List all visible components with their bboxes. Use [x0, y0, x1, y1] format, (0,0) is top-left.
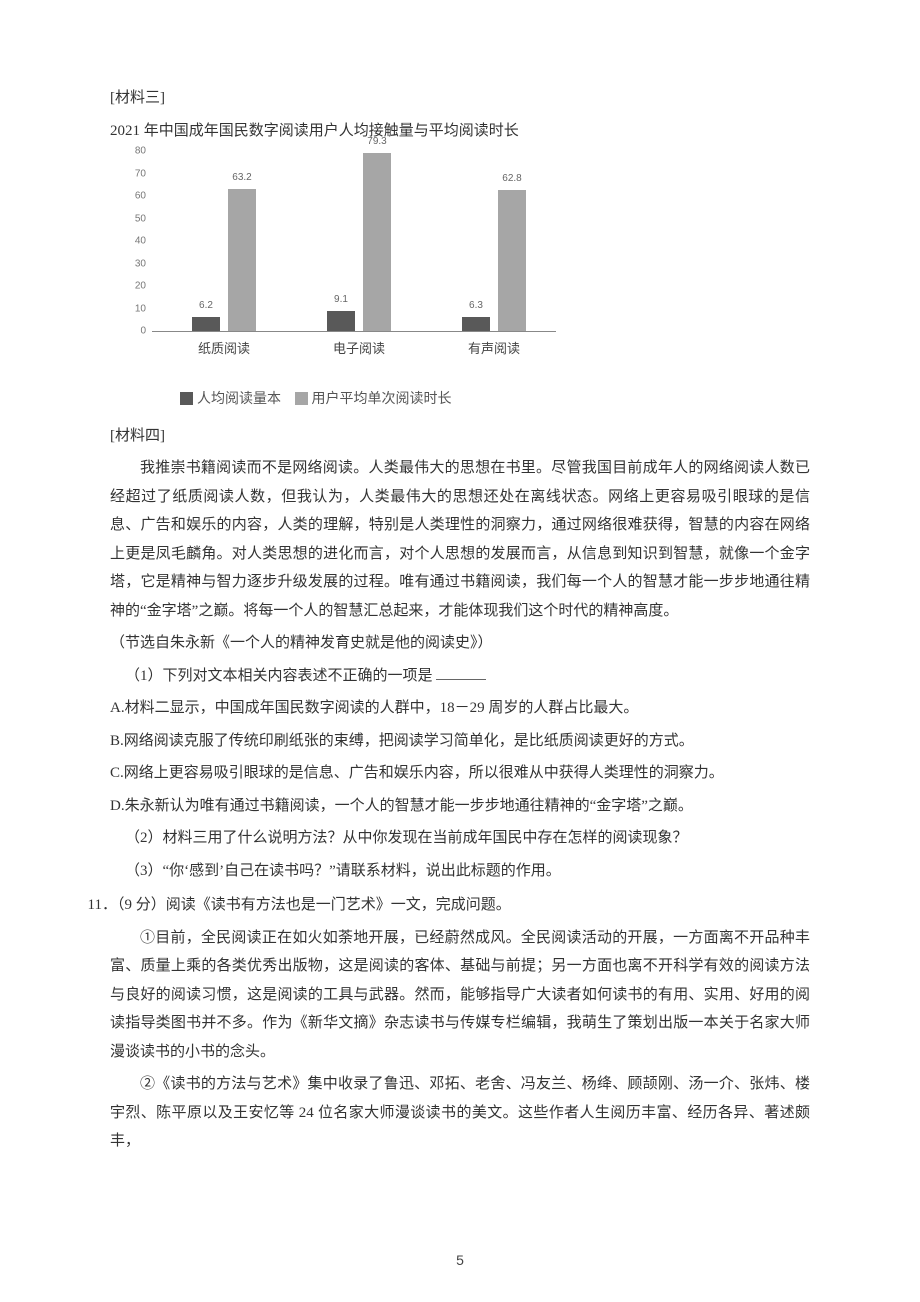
q11-p2: ②《读书的方法与艺术》集中收录了鲁迅、邓拓、老舍、冯友兰、杨绛、顾颉刚、汤一介、…: [110, 1070, 810, 1156]
legend-label-1: 人均阅读量本: [197, 392, 281, 407]
bar-value-label: 6.2: [182, 296, 230, 315]
chart-bar: [498, 190, 526, 331]
legend-swatch-1: [180, 392, 193, 405]
q1-option-d: D.朱永新认为唯有通过书籍阅读，一个人的智慧才能一步步地通往精神的“金字塔”之巅…: [110, 792, 810, 821]
y-tick: 10: [116, 299, 146, 318]
bar-value-label: 6.3: [452, 296, 500, 315]
chart-bar: [363, 153, 391, 331]
q1-option-a: A.材料二显示，中国成年国民数字阅读的人群中，18－29 周岁的人群占比最大。: [110, 694, 810, 723]
y-tick: 0: [116, 322, 146, 341]
material4-source: （节选自朱永新《一个人的精神发育史就是他的阅读史》）: [110, 629, 810, 658]
page-number: 5: [0, 1247, 920, 1274]
chart-title: 2021 年中国成年国民数字阅读用户人均接触量与平均阅读时长: [110, 117, 810, 146]
y-tick: 30: [116, 254, 146, 273]
legend-label-2: 用户平均单次阅读时长: [312, 392, 452, 407]
group-label: 纸质阅读: [164, 337, 284, 362]
material4-paragraph: 我推崇书籍阅读而不是网络阅读。人类最伟大的思想在书里。尽管我国目前成年人的网络阅…: [110, 454, 810, 625]
reading-chart: 6.263.29.179.36.362.8 01020304050607080纸…: [116, 151, 556, 381]
y-tick: 70: [116, 164, 146, 183]
chart-bar: [462, 317, 490, 331]
q1-stem-row: （1）下列对文本相关内容表述不正确的一项是: [125, 662, 810, 691]
y-tick: 60: [116, 187, 146, 206]
y-tick: 80: [116, 142, 146, 161]
q3-stem: （3）“你‘感到’自己在读书吗？”请联系材料，说出此标题的作用。: [125, 857, 810, 886]
q11-head: 11．（9 分）阅读《读书有方法也是一门艺术》一文，完成问题。: [88, 891, 811, 920]
chart-legend: 人均阅读量本 用户平均单次阅读时长: [170, 387, 810, 414]
group-label: 有声阅读: [434, 337, 554, 362]
legend-swatch-2: [295, 392, 308, 405]
chart-plot-area: 6.263.29.179.36.362.8: [152, 151, 556, 332]
q1-blank[interactable]: [436, 664, 486, 680]
bar-value-label: 62.8: [488, 169, 536, 188]
q1-stem: （1）下列对文本相关内容表述不正确的一项是: [125, 668, 433, 684]
bar-value-label: 9.1: [317, 290, 365, 309]
group-label: 电子阅读: [299, 337, 419, 362]
q1-option-c: C.网络上更容易吸引眼球的是信息、广告和娱乐内容，所以很难从中获得人类理性的洞察…: [110, 759, 810, 788]
y-tick: 50: [116, 209, 146, 228]
chart-bar: [327, 311, 355, 331]
bar-value-label: 63.2: [218, 168, 266, 187]
material4-label: [材料四]: [110, 422, 810, 451]
q11-p1: ①目前，全民阅读正在如火如荼地开展，已经蔚然成风。全民阅读活动的开展，一方面离不…: [110, 924, 810, 1067]
chart-bar: [192, 317, 220, 331]
chart-bar: [228, 189, 256, 331]
q1-option-b: B.网络阅读克服了传统印刷纸张的束缚，把阅读学习简单化，是比纸质阅读更好的方式。: [110, 727, 810, 756]
y-tick: 40: [116, 232, 146, 251]
q2-stem: （2）材料三用了什么说明方法？从中你发现在当前成年国民中存在怎样的阅读现象？: [125, 824, 810, 853]
y-tick: 20: [116, 277, 146, 296]
material3-label: [材料三]: [110, 84, 810, 113]
bar-value-label: 79.3: [353, 132, 401, 151]
